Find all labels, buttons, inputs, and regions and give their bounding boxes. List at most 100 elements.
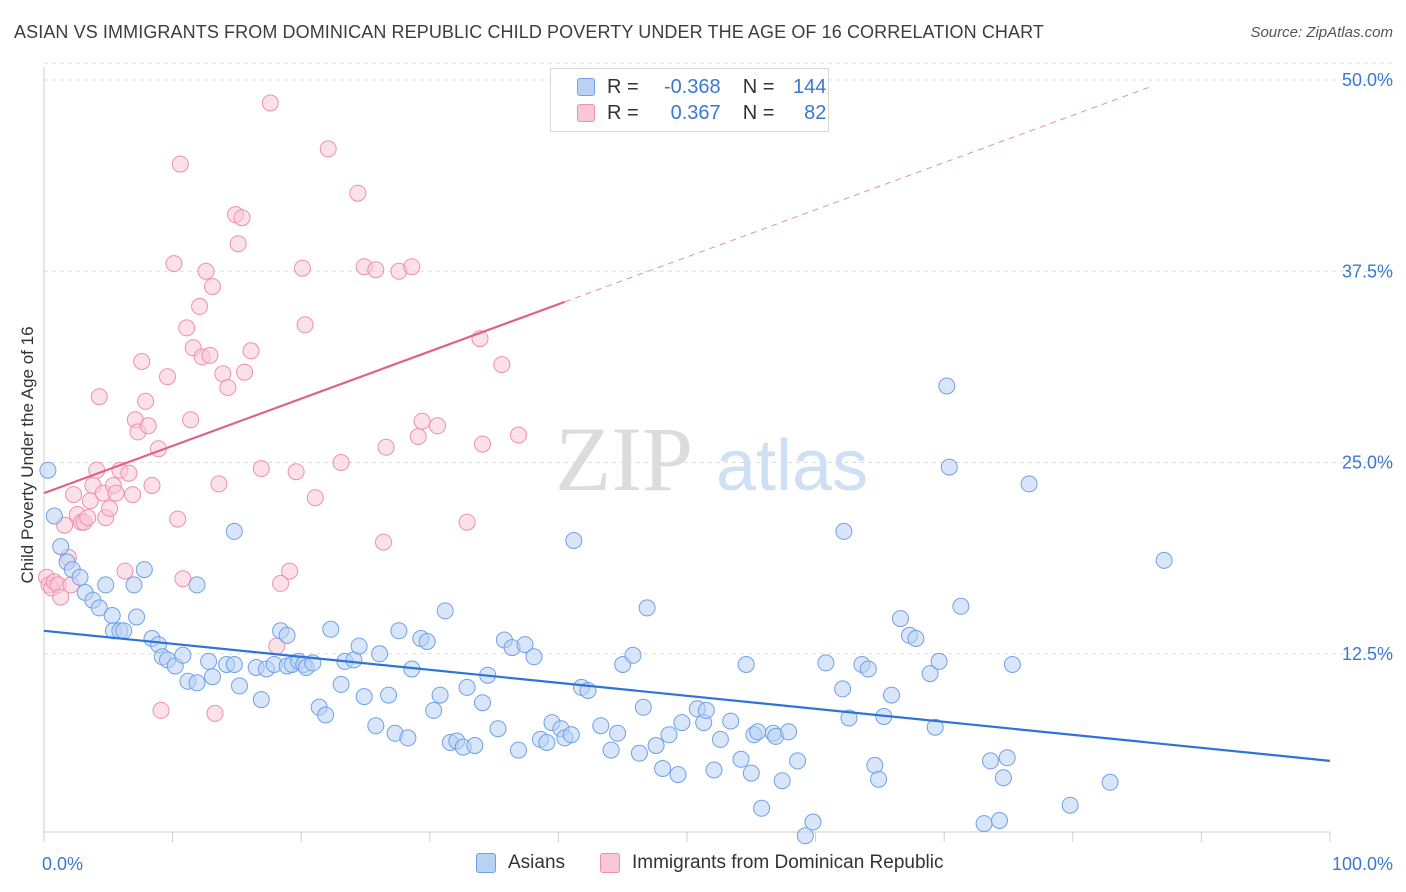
asian-point (225, 522, 243, 540)
dominican-point (377, 438, 395, 456)
dominican-point (429, 417, 446, 435)
dominican-point (319, 140, 337, 158)
dominican-point (261, 94, 279, 112)
asian-points (39, 377, 1173, 845)
legend-r-label: R = (607, 75, 639, 98)
asian-point (418, 633, 436, 650)
legend-r-value: 0.367 (670, 101, 721, 124)
asian-point (669, 766, 687, 784)
dominican-point (169, 510, 187, 528)
legend-n-value: 82 (804, 101, 827, 124)
dominican-point (191, 297, 209, 315)
legend-r-label: R = (607, 101, 639, 124)
asian-point (103, 607, 121, 624)
dominican-point (375, 533, 392, 551)
asian-point (796, 827, 814, 845)
dominican-point (281, 562, 299, 580)
y-axis-tick-labels: 12.5% 25.0% 37.5% 50.0% (1342, 70, 1393, 664)
asian-point (859, 660, 877, 678)
asian-point (371, 645, 389, 663)
legend-r-value: -0.368 (663, 75, 721, 98)
asian-point (926, 718, 944, 736)
asian-point (732, 750, 750, 768)
dominican-point (306, 489, 324, 507)
dominican-point (413, 412, 431, 430)
dominican-point (133, 353, 151, 370)
dominican-point (493, 356, 511, 374)
asian-point (870, 770, 888, 788)
asian-point (71, 568, 89, 586)
asian-point (804, 813, 822, 831)
asian-point (90, 599, 108, 617)
legend-item-dominican: Immigrants from Dominican Republic (600, 852, 944, 874)
asian-point (773, 772, 791, 790)
legend-label-asians: Asians (508, 852, 566, 873)
asian-point (817, 654, 835, 672)
asian-point (565, 532, 583, 549)
dominican-point (137, 392, 155, 410)
asian-point (660, 726, 678, 744)
dominican-point (233, 209, 251, 227)
legend-swatch-dominican (577, 104, 595, 122)
asian-point (647, 737, 665, 754)
asian-point (425, 701, 443, 719)
series-legend: Asians Immigrants from Dominican Republi… (0, 852, 1406, 876)
dominican-point (152, 701, 170, 719)
asian-point (638, 599, 656, 617)
dominican-point (204, 278, 221, 296)
dominican-point (52, 588, 70, 606)
asian-point (883, 686, 900, 704)
asian-point (592, 717, 610, 735)
asian-point (1155, 551, 1173, 569)
asian-point (278, 626, 296, 644)
asian-point (436, 602, 454, 620)
asian-point (921, 665, 939, 683)
y-tick-label: 25.0% (1342, 453, 1393, 473)
trend-lines (43, 86, 1331, 762)
dominican-point (206, 704, 224, 722)
asian-point (1020, 475, 1038, 493)
legend-row-asians: R = -0.368 N = 144 (577, 75, 826, 99)
asian-point (654, 760, 672, 777)
asian-point (188, 674, 206, 692)
dominican-point (294, 259, 311, 277)
chart-title: ASIAN VS IMMIGRANTS FROM DOMINICAN REPUB… (14, 22, 1044, 42)
asian-point (399, 729, 417, 747)
dominican-point (229, 235, 247, 253)
legend-label-dominican: Immigrants from Dominican Republic (632, 852, 944, 873)
asian-point (952, 597, 970, 615)
asian-point (940, 458, 958, 476)
x-tick-label-min: 0.0% (42, 854, 83, 874)
x-tick-label-max: 100.0% (1332, 854, 1393, 874)
asian-point (231, 677, 248, 695)
dominican-point (210, 475, 228, 493)
asian-point (525, 648, 543, 666)
dominican-point (79, 509, 97, 527)
asian-point (697, 701, 715, 719)
asian-point (466, 737, 484, 754)
asian-point (125, 576, 143, 594)
asian-point (722, 712, 740, 730)
asian-point (907, 630, 925, 647)
dominican-point (332, 454, 350, 471)
dominican-point (101, 499, 119, 517)
asian-point (390, 622, 408, 640)
asian-point (780, 723, 798, 741)
y-axis-label: Child Poverty Under the Age of 16 (18, 326, 37, 583)
asian-point (998, 749, 1016, 767)
dominican-point (201, 346, 219, 364)
asian-point (834, 680, 852, 698)
asian-point (97, 576, 115, 594)
grid-lines (44, 62, 1392, 655)
asian-point (975, 815, 993, 833)
asian-point (634, 698, 652, 716)
dominican-point (474, 435, 491, 453)
asian-point (624, 646, 642, 664)
asian-point (489, 720, 507, 738)
asian-point (982, 752, 999, 770)
dominican-points (38, 94, 527, 722)
asian-point (892, 610, 909, 628)
y-tick-label: 50.0% (1342, 70, 1393, 90)
asian-point (705, 761, 723, 779)
